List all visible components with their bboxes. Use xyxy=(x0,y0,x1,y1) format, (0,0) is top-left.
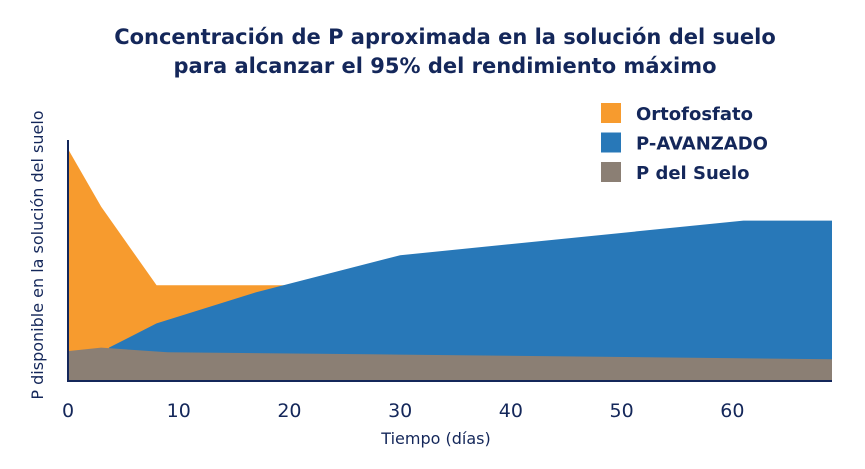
x-tick-0: 0 xyxy=(62,400,74,422)
y-axis-label: P disponible en la solución del suelo xyxy=(28,110,47,399)
legend-swatch-p-del-suelo xyxy=(601,162,621,182)
x-tick-labels: 0 10 20 30 40 50 60 xyxy=(62,400,744,422)
area-p-avanzado xyxy=(108,220,832,380)
legend: Ortofosfato P-AVANZADO P del Suelo xyxy=(601,103,768,184)
x-tick-30: 30 xyxy=(388,400,412,422)
plot-areas xyxy=(68,149,832,380)
legend-label-p-del-suelo: P del Suelo xyxy=(636,163,750,184)
x-tick-10: 10 xyxy=(167,400,191,422)
chart-title-line-2: para alcanzar el 95% del rendimiento máx… xyxy=(173,54,716,78)
legend-swatch-ortofosfato xyxy=(601,103,621,123)
legend-label-ortofosfato: Ortofosfato xyxy=(636,104,753,125)
chart-title-line-1: Concentración de P aproximada en la solu… xyxy=(114,25,776,49)
x-tick-50: 50 xyxy=(610,400,634,422)
x-tick-60: 60 xyxy=(720,400,744,422)
legend-swatch-p-avanzado xyxy=(601,132,621,153)
x-tick-40: 40 xyxy=(499,400,523,422)
x-tick-20: 20 xyxy=(277,400,301,422)
x-axis-label: Tiempo (días) xyxy=(380,429,490,448)
area-p-del-suelo xyxy=(68,347,832,380)
legend-label-p-avanzado: P-AVANZADO xyxy=(636,134,768,155)
